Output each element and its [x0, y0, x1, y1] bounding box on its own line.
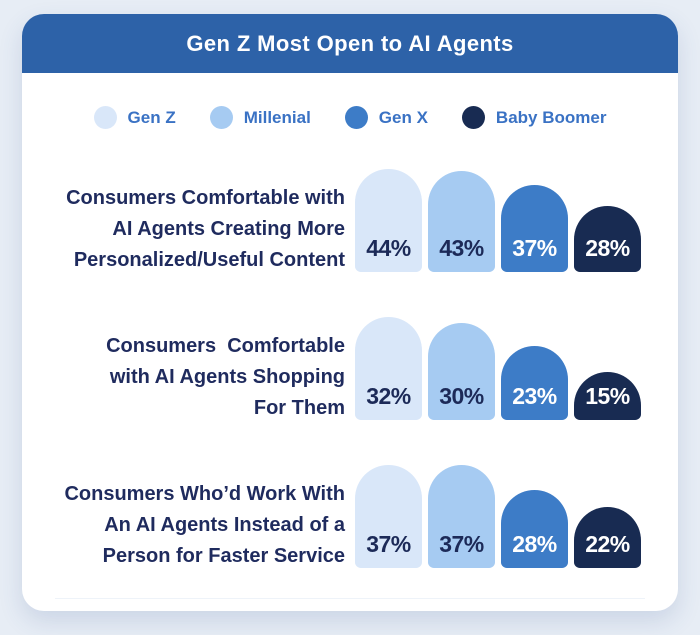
chart-rows: Consumers Comfortable with AI Agents Cre… [22, 169, 678, 568]
legend-item-gen-x: Gen X [344, 106, 428, 129]
legend-swatch-circle-icon [93, 106, 117, 129]
bar-value-label: 28% [585, 235, 630, 261]
bar-value-label: 43% [439, 235, 484, 261]
bar-value-label: 28% [512, 531, 557, 557]
bar-value-label: 32% [366, 383, 411, 409]
legend-item-millenial: Millenial [209, 106, 311, 129]
category-label: Consumers Comfortable with AI Agents Cre… [66, 187, 345, 271]
bar-gen-x: 37% [501, 185, 568, 272]
bar-value-label: 44% [366, 235, 411, 261]
bar-value-label: 30% [439, 383, 484, 409]
bar-millenial: 43% [428, 171, 495, 272]
bar-baby-boomer: 15% [574, 372, 641, 420]
bar-value-label: 37% [439, 531, 484, 557]
infographic-card: Gen Z Most Open to AI Agents Gen Z Millen… [22, 14, 678, 611]
bar-value-label: 15% [585, 383, 630, 409]
bar-gen-x: 28% [501, 490, 568, 568]
legend-label: Millenial [243, 107, 311, 127]
legend-swatch-circle-icon [344, 106, 368, 129]
bar-group: 37% 37% 28% 22% [355, 465, 641, 568]
bar-millenial: 30% [428, 323, 495, 420]
bar-gen-z: 44% [355, 169, 422, 272]
legend-swatch-circle-icon [209, 106, 233, 129]
legend-swatch-circle-icon [461, 106, 485, 129]
bar-value-label: 37% [366, 531, 411, 557]
bar-baby-boomer: 28% [574, 206, 641, 272]
chart-row-3: Consumers Who’d Work With An AI Agents I… [42, 465, 678, 568]
legend-label: Gen Z [127, 107, 176, 127]
bar-value-label: 22% [585, 531, 630, 557]
bar-gen-z: 37% [355, 465, 422, 568]
category-label: Consumers Who’d Work With An AI Agents I… [64, 483, 345, 567]
chart-row-1: Consumers Comfortable with AI Agents Cre… [42, 169, 678, 272]
legend-label: Gen X [378, 107, 428, 127]
bar-value-label: 23% [512, 383, 557, 409]
page-title: Gen Z Most Open to AI Agents [186, 30, 514, 56]
legend-label: Baby Boomer [495, 107, 607, 127]
category-label: Consumers Comfortable with AI Agents Sho… [106, 335, 345, 419]
bar-value-label: 37% [512, 235, 557, 261]
bar-group: 32% 30% 23% 15% [355, 317, 641, 420]
bar-group: 44% 43% 37% 28% [355, 169, 641, 272]
bar-millenial: 37% [428, 465, 495, 568]
legend: Gen Z Millenial Gen X Baby Boomer [22, 106, 678, 129]
legend-item-gen-z: Gen Z [93, 106, 176, 129]
legend-item-baby-boomer: Baby Boomer [461, 106, 607, 129]
bar-baby-boomer: 22% [574, 507, 641, 568]
bar-gen-z: 32% [355, 317, 422, 420]
chart-row-2: Consumers Comfortable with AI Agents Sho… [42, 317, 678, 420]
footer-divider [54, 598, 646, 599]
card-header: Gen Z Most Open to AI Agents [22, 14, 678, 73]
bar-gen-x: 23% [501, 346, 568, 420]
